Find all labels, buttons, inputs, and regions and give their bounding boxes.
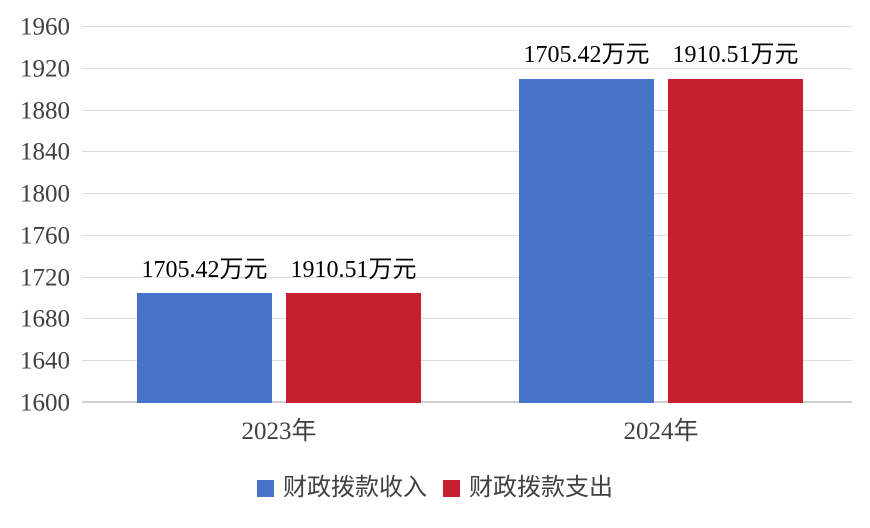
- gridline: [82, 109, 852, 111]
- legend-item-income: 财政拨款收入: [257, 474, 427, 503]
- y-tick-label: 1920: [20, 55, 70, 83]
- gridline: [82, 193, 852, 195]
- bar-expense: [668, 78, 803, 403]
- gridline: [82, 26, 852, 27]
- gridline: [82, 67, 852, 69]
- y-tick-label: 1800: [20, 180, 70, 208]
- bar-group-item: 1910.51万元: [286, 257, 421, 403]
- y-tick-label: 1640: [20, 347, 70, 375]
- y-tick-label: 1840: [20, 138, 70, 166]
- y-tick-label: 1600: [20, 389, 70, 417]
- x-axis-baseline: [82, 401, 852, 403]
- x-category-label: 2024年: [623, 418, 699, 445]
- y-tick-label: 1880: [20, 97, 70, 125]
- gridline: [82, 318, 852, 320]
- y-tick-label: 1760: [20, 222, 70, 250]
- x-axis-labels: 2023年 2024年: [88, 417, 852, 447]
- legend-label: 财政拨款收入: [283, 475, 427, 501]
- category-band: 1705.42万元 1910.51万元: [470, 27, 852, 403]
- plot-area: 1600 1640 1680 1720 1760 1800 1840 1880 1920 1960…: [20, 15, 852, 416]
- legend-swatch-icon: [257, 479, 274, 497]
- bar-group-item: 1705.42万元: [519, 42, 654, 403]
- gridline: [82, 276, 852, 278]
- y-tick-label: 1680: [20, 305, 70, 333]
- legend: 财政拨款收入 财政拨款支出: [0, 474, 870, 503]
- data-label: 1705.42万元: [523, 42, 650, 69]
- y-tick-label: 1720: [20, 264, 70, 292]
- bar-expense: [286, 292, 421, 403]
- gridline: [82, 360, 852, 362]
- gridline: [82, 234, 852, 236]
- legend-label: 财政拨款支出: [469, 475, 613, 501]
- bar-group-item: 1705.42万元: [137, 257, 272, 403]
- data-label: 1910.51万元: [672, 42, 799, 69]
- category-band: 1705.42万元 1910.51万元: [88, 27, 470, 403]
- legend-swatch-icon: [443, 479, 460, 497]
- bar-group-item: 1910.51万元: [668, 42, 803, 403]
- bar-income: [137, 292, 272, 403]
- gridline: [82, 151, 852, 153]
- bar-income: [519, 78, 654, 403]
- x-category-label: 2023年: [241, 418, 317, 445]
- y-tick-label: 1960: [20, 13, 70, 41]
- legend-item-expense: 财政拨款支出: [443, 474, 613, 503]
- data-label: 1705.42万元: [141, 256, 268, 283]
- data-label: 1910.51万元: [290, 256, 417, 283]
